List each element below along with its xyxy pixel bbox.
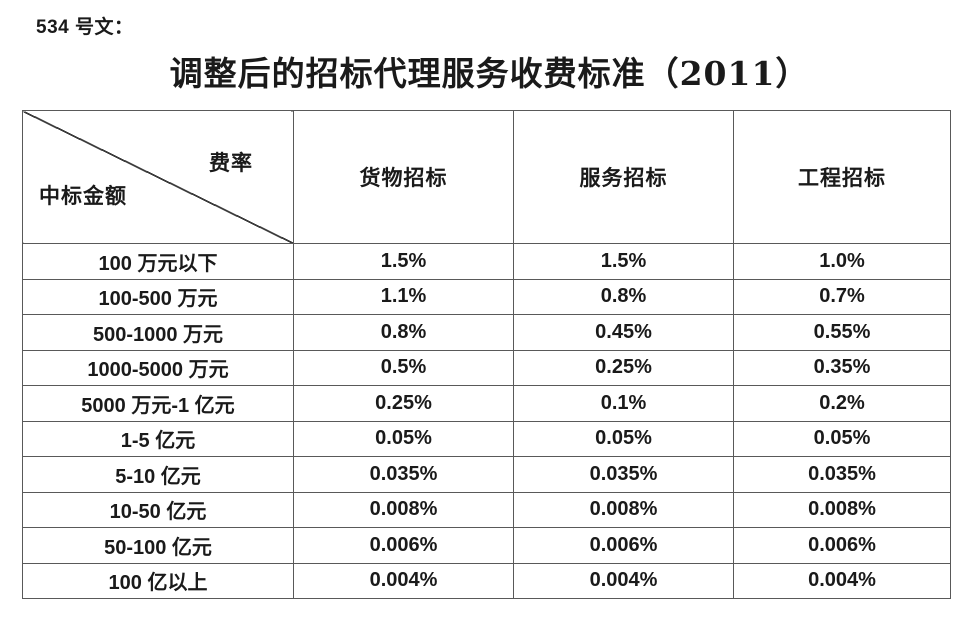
- table-header-row: 费率 中标金额 货物招标 服务招标 工程招标: [22, 110, 951, 244]
- table-row: 50-100 亿元 0.006% 0.006% 0.006%: [22, 527, 951, 564]
- table-row: 1000-5000 万元 0.5% 0.25% 0.35%: [22, 349, 951, 386]
- fee-value-cell: 1.5%: [513, 243, 734, 280]
- fee-value-cell: 0.008%: [293, 491, 514, 528]
- fee-value-cell: 0.25%: [293, 385, 514, 422]
- table-row: 500-1000 万元 0.8% 0.45% 0.55%: [22, 314, 951, 351]
- row-label-cell: 500-1000 万元: [22, 314, 294, 351]
- fee-value-cell: 0.05%: [293, 420, 514, 457]
- fee-value-cell: 0.8%: [293, 314, 514, 351]
- page-title: 调整后的招标代理服务收费标准（2011）: [169, 54, 810, 93]
- fee-value-cell: 0.035%: [513, 456, 734, 493]
- fee-value-cell: 0.035%: [733, 456, 951, 493]
- fee-value-cell: 0.004%: [513, 562, 734, 599]
- fee-value-cell: 0.004%: [293, 562, 514, 599]
- row-label-cell: 5000 万元-1 亿元: [22, 385, 294, 422]
- fee-value-cell: 0.1%: [513, 385, 734, 422]
- fee-value-cell: 0.006%: [513, 527, 734, 564]
- fee-value-cell: 0.008%: [513, 491, 734, 528]
- fee-value-cell: 0.55%: [733, 314, 951, 351]
- corner-header-cell: 费率 中标金额: [22, 110, 294, 244]
- row-label-cell: 100-500 万元: [22, 278, 294, 315]
- table-row: 5-10 亿元 0.035% 0.035% 0.035%: [22, 456, 951, 493]
- table-row: 100 万元以下 1.5% 1.5% 1.0%: [22, 243, 951, 280]
- row-label-cell: 1-5 亿元: [22, 420, 294, 457]
- row-label-cell: 5-10 亿元: [22, 456, 294, 493]
- column-header-goods: 货物招标: [293, 110, 514, 244]
- fee-value-cell: 0.5%: [293, 349, 514, 386]
- table-row: 5000 万元-1 亿元 0.25% 0.1% 0.2%: [22, 385, 951, 422]
- row-label-cell: 100 万元以下: [22, 243, 294, 280]
- doc-number-label: 534 号文：: [36, 17, 134, 38]
- fee-value-cell: 0.45%: [513, 314, 734, 351]
- fee-value-cell: 1.1%: [293, 278, 514, 315]
- row-label-cell: 100 亿以上: [22, 562, 294, 599]
- row-label-cell: 10-50 亿元: [22, 491, 294, 528]
- fee-value-cell: 0.7%: [733, 278, 951, 315]
- fee-value-cell: 0.05%: [513, 420, 734, 457]
- row-label-cell: 1000-5000 万元: [22, 349, 294, 386]
- column-header-services: 服务招标: [513, 110, 734, 244]
- corner-label-rate: 费率: [209, 150, 253, 175]
- fee-value-cell: 0.004%: [733, 562, 951, 599]
- row-label-cell: 50-100 亿元: [22, 527, 294, 564]
- table-row: 100-500 万元 1.1% 0.8% 0.7%: [22, 278, 951, 315]
- fee-value-cell: 0.35%: [733, 349, 951, 386]
- table-row: 10-50 亿元 0.008% 0.008% 0.008%: [22, 491, 951, 528]
- fee-value-cell: 0.035%: [293, 456, 514, 493]
- fee-value-cell: 1.0%: [733, 243, 951, 280]
- fee-value-cell: 1.5%: [293, 243, 514, 280]
- fee-value-cell: 0.006%: [733, 527, 951, 564]
- column-header-engineering: 工程招标: [733, 110, 951, 244]
- fee-value-cell: 0.2%: [733, 385, 951, 422]
- fee-value-cell: 0.05%: [733, 420, 951, 457]
- fee-value-cell: 0.008%: [733, 491, 951, 528]
- corner-label-bid-amount: 中标金额: [39, 183, 127, 208]
- fee-value-cell: 0.25%: [513, 349, 734, 386]
- fee-table-container: 费率 中标金额 货物招标 服务招标 工程招标 100 万元以下 1.5% 1.5…: [22, 110, 951, 599]
- fee-value-cell: 0.006%: [293, 527, 514, 564]
- fee-value-cell: 0.8%: [513, 278, 734, 315]
- table-row: 100 亿以上 0.004% 0.004% 0.004%: [22, 562, 951, 599]
- table-row: 1-5 亿元 0.05% 0.05% 0.05%: [22, 420, 951, 457]
- fee-rate-table: 费率 中标金额 货物招标 服务招标 工程招标 100 万元以下 1.5% 1.5…: [22, 110, 951, 599]
